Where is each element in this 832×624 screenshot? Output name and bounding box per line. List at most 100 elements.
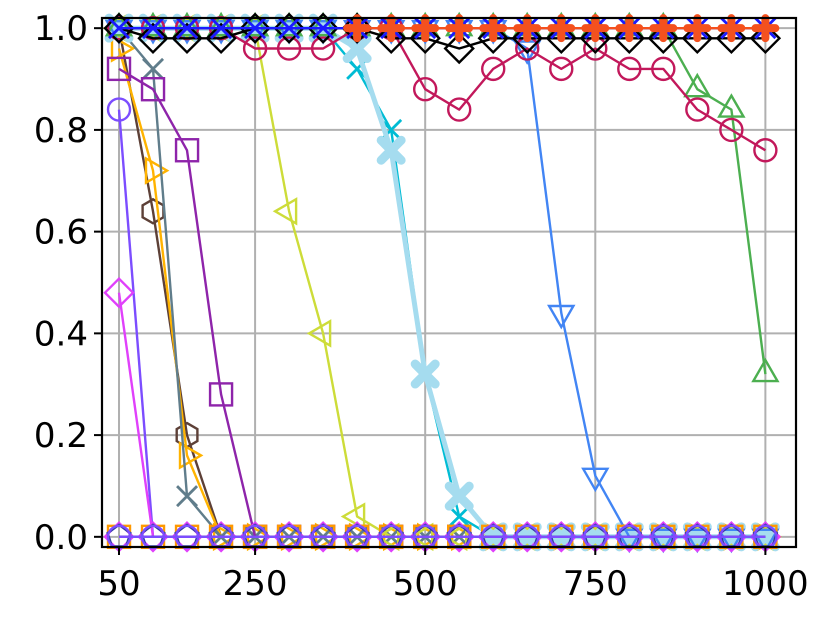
data-point xyxy=(106,97,132,122)
series-18 xyxy=(106,524,778,550)
data-point xyxy=(110,34,136,63)
data-point xyxy=(239,12,271,44)
series-line xyxy=(117,27,766,538)
data-point xyxy=(681,22,713,54)
data-point xyxy=(140,77,166,102)
data-point xyxy=(144,156,170,185)
series-7 xyxy=(108,17,777,548)
series-3 xyxy=(110,34,782,552)
data-point xyxy=(137,22,169,54)
series-0 xyxy=(106,97,778,550)
data-point xyxy=(615,14,644,43)
axes-frame xyxy=(100,16,798,549)
data-point xyxy=(617,56,642,82)
data-point xyxy=(174,138,200,163)
data-point xyxy=(717,93,746,118)
data-point xyxy=(683,14,712,43)
x-tick-label: 250 xyxy=(223,564,288,604)
data-point xyxy=(171,22,203,54)
data-point xyxy=(547,14,576,43)
data-point xyxy=(244,17,267,40)
data-point xyxy=(375,22,407,54)
data-point xyxy=(310,36,336,61)
data-point xyxy=(176,17,199,40)
series-line xyxy=(117,109,766,538)
data-point xyxy=(749,22,782,54)
series-5 xyxy=(106,56,778,550)
data-point xyxy=(276,36,302,61)
y-tick-label: 0.2 xyxy=(34,416,88,456)
data-point xyxy=(481,56,506,82)
series-line xyxy=(118,27,766,538)
data-point xyxy=(717,14,746,43)
series-layer xyxy=(102,11,782,554)
series-8 xyxy=(104,13,780,552)
data-point xyxy=(447,97,472,122)
data-point xyxy=(751,528,780,554)
data-point xyxy=(307,12,339,44)
data-point xyxy=(549,56,574,82)
x-tick-label: 1000 xyxy=(722,564,809,604)
data-point xyxy=(306,319,332,348)
series-4 xyxy=(108,17,777,548)
data-point xyxy=(206,11,236,37)
data-point xyxy=(274,11,304,37)
series-line xyxy=(117,48,766,538)
data-point xyxy=(647,22,679,54)
data-point xyxy=(511,22,543,54)
data-point xyxy=(477,22,509,54)
data-point xyxy=(581,14,610,43)
data-point xyxy=(410,359,440,389)
data-point xyxy=(377,14,406,43)
data-point xyxy=(615,528,644,554)
x-tick-label: 50 xyxy=(97,564,140,604)
data-point xyxy=(513,14,542,43)
data-point xyxy=(719,117,744,143)
data-point xyxy=(178,441,204,470)
data-point xyxy=(443,32,475,65)
data-point xyxy=(176,485,199,508)
y-tick-label: 0.4 xyxy=(34,314,88,354)
series-12 xyxy=(103,12,782,65)
data-point xyxy=(342,34,372,64)
series-line xyxy=(119,25,766,540)
series-line xyxy=(118,27,766,50)
data-point xyxy=(715,22,748,54)
data-point xyxy=(142,17,165,40)
data-point xyxy=(272,197,298,226)
data-point xyxy=(104,11,134,37)
data-point xyxy=(142,57,165,80)
y-tick-label: 0.8 xyxy=(34,111,88,151)
data-point xyxy=(649,528,678,554)
data-point xyxy=(103,12,135,44)
series-line xyxy=(118,67,766,538)
data-point xyxy=(205,22,237,54)
data-point xyxy=(579,22,611,54)
data-point xyxy=(210,17,233,40)
data-point xyxy=(717,528,746,554)
data-point xyxy=(547,304,576,330)
data-point xyxy=(683,72,712,98)
data-point xyxy=(685,97,710,122)
data-point xyxy=(106,56,132,82)
data-point xyxy=(240,20,270,45)
series-14 xyxy=(343,14,780,43)
data-point xyxy=(108,17,130,40)
data-point xyxy=(448,505,471,528)
data-point xyxy=(651,56,676,82)
data-point xyxy=(103,277,135,309)
data-point xyxy=(649,14,678,43)
data-point xyxy=(479,14,508,43)
y-tick-label: 0.0 xyxy=(34,518,88,558)
data-point xyxy=(445,14,474,43)
data-point xyxy=(444,481,474,511)
data-point xyxy=(411,14,440,43)
y-tick-label: 1.0 xyxy=(34,9,88,49)
x-tick-label: 500 xyxy=(393,564,458,604)
data-point xyxy=(172,11,202,37)
data-point xyxy=(278,17,301,40)
data-point xyxy=(242,36,268,61)
series-2 xyxy=(107,14,777,551)
data-point xyxy=(312,17,335,40)
